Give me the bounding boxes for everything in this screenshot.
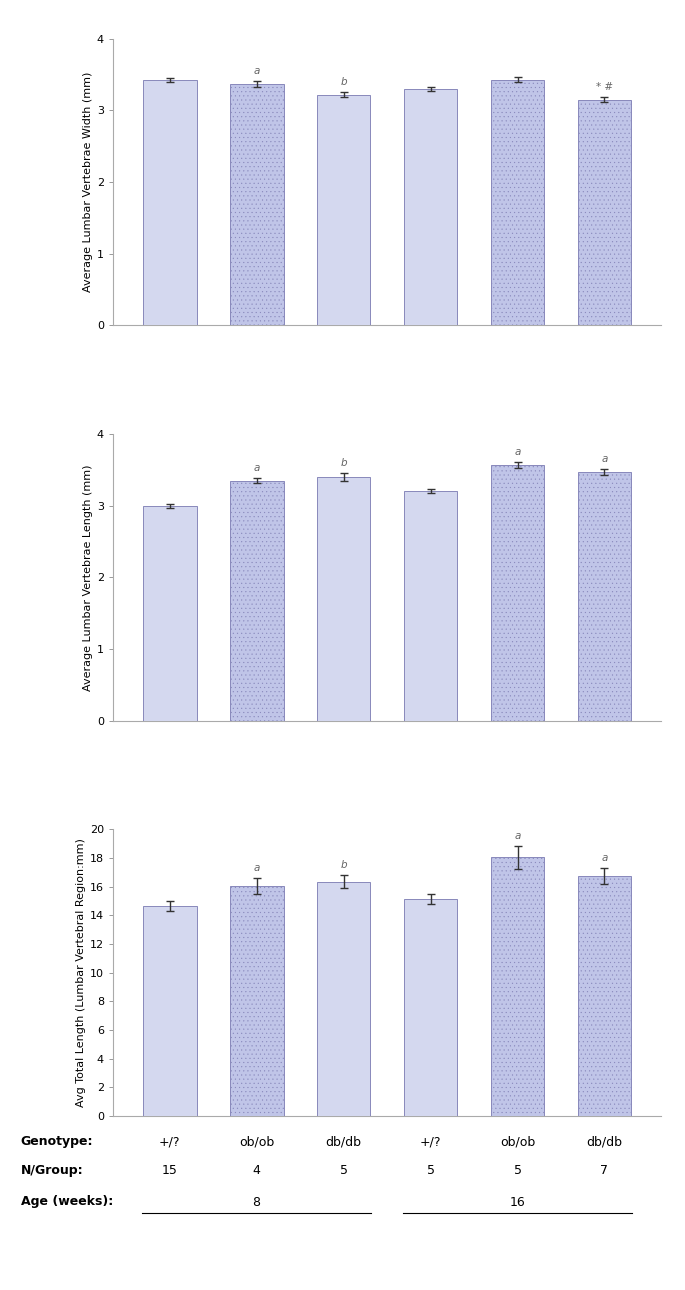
- Bar: [316, 477, 371, 721]
- Text: 4: 4: [253, 1164, 260, 1176]
- Bar: [142, 506, 197, 721]
- Bar: [403, 491, 458, 721]
- Text: 16: 16: [510, 1196, 525, 1209]
- Bar: [577, 876, 632, 1116]
- Text: db/db: db/db: [325, 1135, 362, 1148]
- Bar: [316, 94, 371, 325]
- Bar: [142, 80, 197, 325]
- Text: b: b: [340, 76, 347, 86]
- Bar: [403, 899, 458, 1116]
- Text: a: a: [601, 853, 608, 863]
- Text: a: a: [253, 463, 260, 472]
- Text: 8: 8: [253, 1196, 260, 1209]
- Bar: [142, 906, 197, 1116]
- Text: ob/ob: ob/ob: [239, 1135, 274, 1148]
- Text: 5: 5: [340, 1164, 347, 1176]
- Y-axis label: Avg Total Length (Lumbar Vertebral Region:mm): Avg Total Length (Lumbar Vertebral Regio…: [76, 838, 86, 1107]
- Text: db/db: db/db: [586, 1135, 623, 1148]
- Text: +/?: +/?: [159, 1135, 180, 1148]
- Y-axis label: Average Lumbar Vertebrae Length (mm): Average Lumbar Vertebrae Length (mm): [83, 464, 92, 690]
- Text: 5: 5: [427, 1164, 434, 1176]
- Text: * #: * #: [596, 81, 613, 92]
- Text: +/?: +/?: [420, 1135, 441, 1148]
- Y-axis label: Average Lumbar Vertebrae Width (mm): Average Lumbar Vertebrae Width (mm): [83, 72, 92, 292]
- Text: Genotype:: Genotype:: [21, 1135, 93, 1148]
- Text: 5: 5: [514, 1164, 521, 1176]
- Text: a: a: [601, 454, 608, 464]
- Text: Age (weeks):: Age (weeks):: [21, 1195, 113, 1207]
- Bar: [229, 886, 284, 1116]
- Text: 15: 15: [162, 1164, 177, 1176]
- Text: b: b: [340, 458, 347, 468]
- Bar: [229, 481, 284, 721]
- Text: a: a: [514, 446, 521, 457]
- Bar: [490, 464, 545, 721]
- Text: a: a: [514, 831, 521, 841]
- Text: b: b: [340, 860, 347, 869]
- Text: a: a: [253, 66, 260, 76]
- Bar: [403, 89, 458, 325]
- Bar: [316, 881, 371, 1116]
- Bar: [490, 80, 545, 325]
- Text: N/Group:: N/Group:: [21, 1164, 83, 1176]
- Bar: [229, 84, 284, 325]
- Text: a: a: [253, 863, 260, 873]
- Text: 7: 7: [601, 1164, 608, 1176]
- Bar: [577, 472, 632, 721]
- Text: ob/ob: ob/ob: [500, 1135, 535, 1148]
- Bar: [577, 99, 632, 325]
- Bar: [490, 858, 545, 1116]
